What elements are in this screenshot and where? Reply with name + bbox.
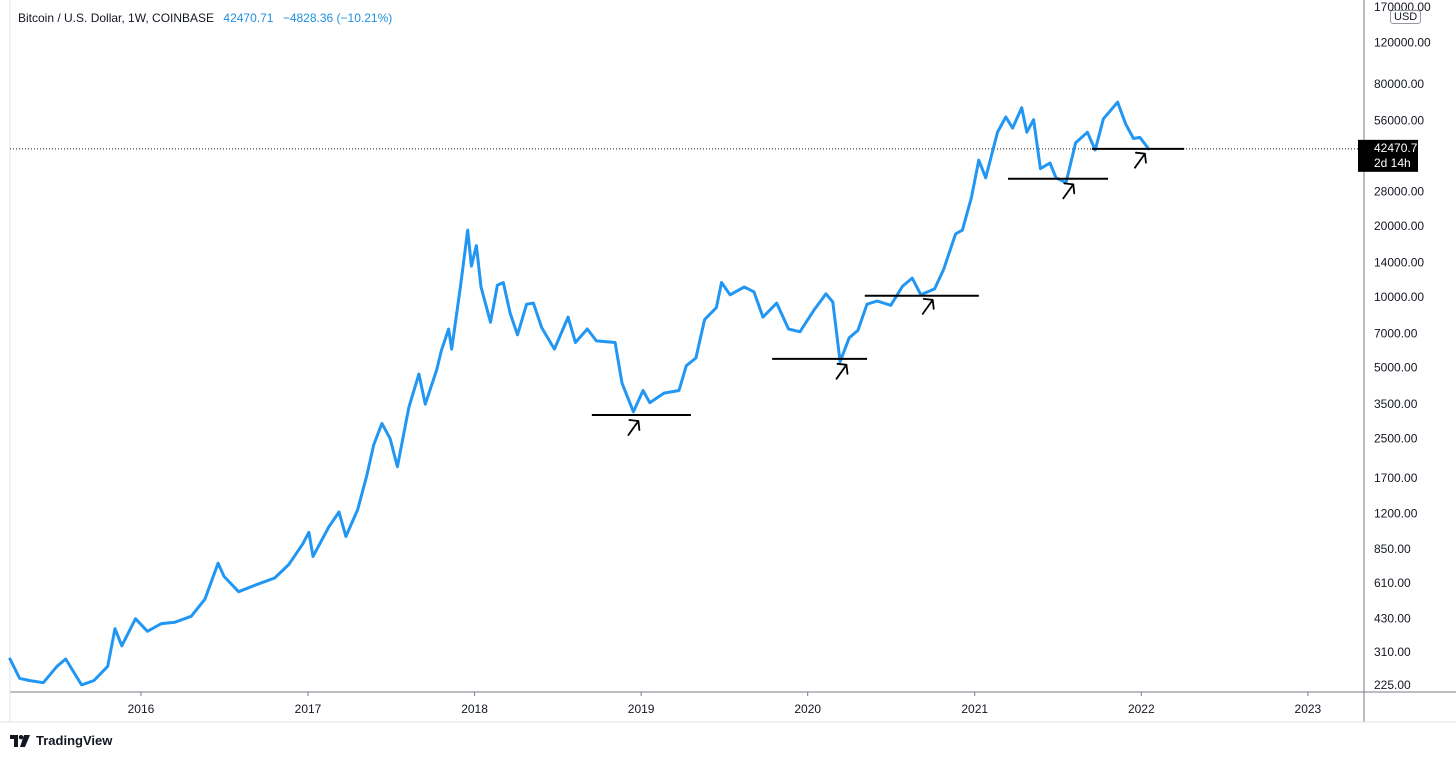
price-tick-label: 5000.00 (1374, 361, 1418, 375)
price-tick-label: 2500.00 (1374, 432, 1418, 446)
price-tick-label: 850.00 (1374, 542, 1411, 556)
price-series-line[interactable] (8, 100, 1151, 687)
drawing-annotations[interactable] (591, 147, 1185, 436)
price-tick-label: 310.00 (1374, 645, 1411, 659)
time-tick-label: 2018 (461, 702, 488, 716)
price-tick-label: 1700.00 (1374, 471, 1418, 485)
time-tick-label: 2019 (628, 702, 655, 716)
arrow-annotation[interactable] (1134, 151, 1147, 169)
current-price-label: 42470.71 (1374, 141, 1424, 155)
tradingview-logo[interactable]: TradingView (10, 733, 112, 748)
time-tick-label: 2017 (295, 702, 322, 716)
arrow-annotation[interactable] (835, 362, 849, 380)
price-tick-label: 14000.00 (1374, 255, 1424, 269)
price-tick-label: 3500.00 (1374, 397, 1418, 411)
price-axis[interactable]: 170000.00120000.0080000.0056000.0028000.… (1374, 0, 1431, 692)
legend-price: 42470.71 (223, 11, 274, 25)
price-tick-label: 7000.00 (1374, 326, 1418, 340)
time-tick-label: 2020 (794, 702, 821, 716)
arrow-annotation[interactable] (627, 419, 641, 436)
arrow-annotation[interactable] (921, 297, 935, 315)
price-tick-label: 1200.00 (1374, 507, 1418, 521)
time-tick-label: 2022 (1128, 702, 1155, 716)
time-axis[interactable]: 2016 2017 2018 2019 2020 2021 2022 2023 (128, 692, 1322, 716)
time-tick-label: 2021 (961, 702, 988, 716)
price-tick-label: 120000.00 (1374, 36, 1431, 50)
price-tick-label: 28000.00 (1374, 184, 1424, 198)
price-tick-label: 20000.00 (1374, 219, 1424, 233)
symbol-title: Bitcoin / U.S. Dollar, 1W, COINBASE (18, 11, 215, 25)
legend-change: −4828.36 (−10.21%) (282, 11, 393, 25)
time-tick-label: 2023 (1295, 702, 1322, 716)
price-tick-label: 10000.00 (1374, 290, 1424, 304)
price-tick-label: 225.00 (1374, 678, 1411, 692)
bar-countdown-label: 2d 14h (1374, 156, 1411, 170)
tradingview-logo-icon (10, 734, 30, 747)
price-tick-label: 80000.00 (1374, 77, 1424, 91)
time-tick-label: 2016 (128, 702, 155, 716)
price-tick-label: 56000.00 (1374, 114, 1424, 128)
arrow-annotation[interactable] (1062, 182, 1076, 200)
current-price-tag: 42470.71 2d 14h (1358, 139, 1424, 172)
price-tick-label: 430.00 (1374, 612, 1411, 626)
currency-unit-badge[interactable]: USD (1390, 10, 1422, 24)
symbol-legend[interactable]: Bitcoin / U.S. Dollar, 1W, COINBASE 4247… (18, 11, 392, 25)
price-tick-label: 610.00 (1374, 576, 1411, 590)
tradingview-logo-text: TradingView (36, 733, 113, 748)
